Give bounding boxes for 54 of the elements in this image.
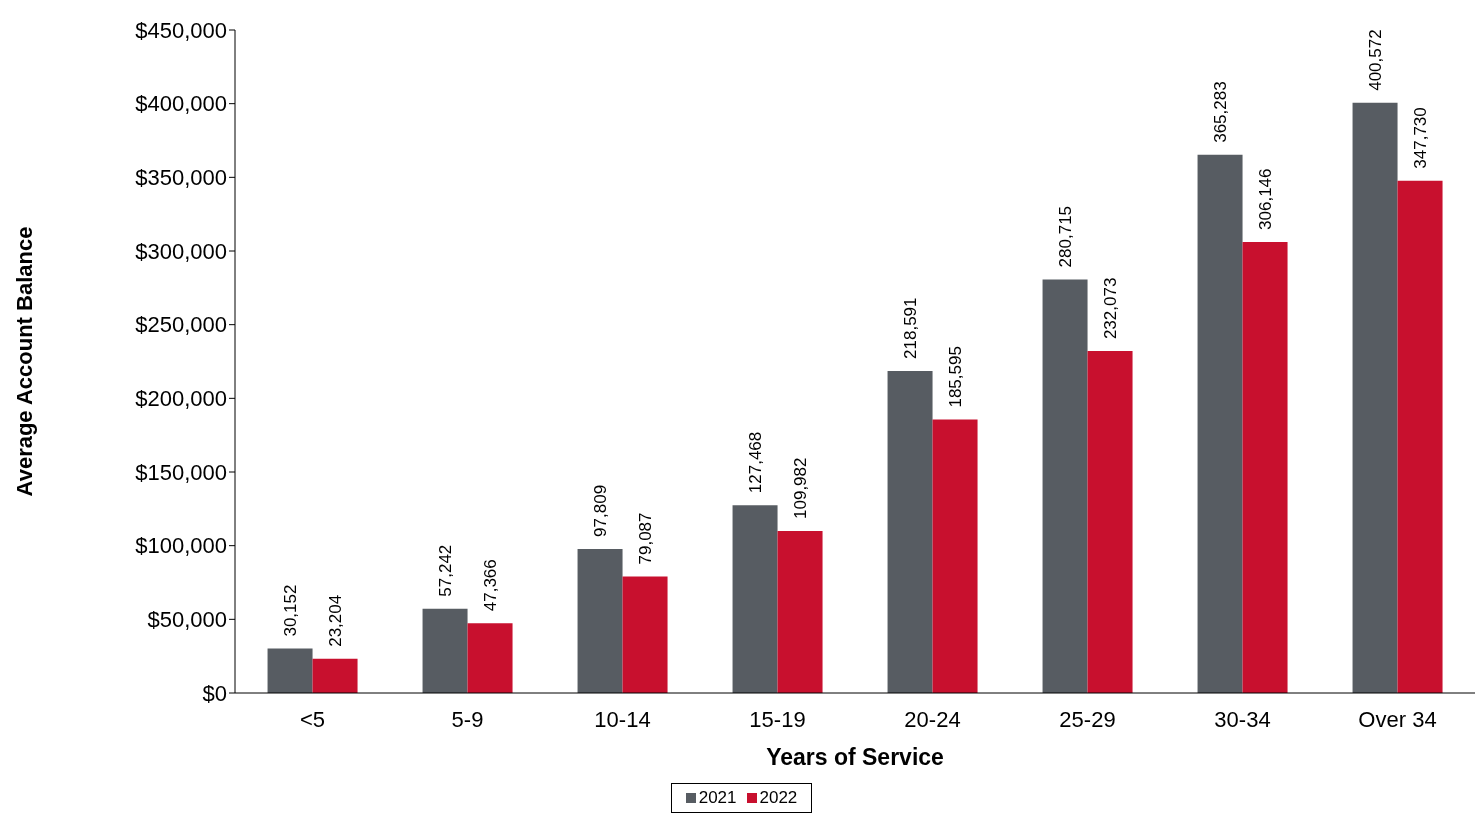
- data-label: 127,468: [746, 431, 766, 494]
- y-tick-label: $400,000: [135, 91, 227, 117]
- y-axis-title: Average Account Balance: [11, 226, 37, 497]
- bar: [732, 505, 778, 693]
- bar: [932, 419, 978, 693]
- data-label: 109,982: [791, 457, 811, 519]
- data-label: 23,204: [326, 594, 346, 647]
- bar: [1352, 102, 1398, 693]
- data-label: 47,366: [481, 559, 501, 612]
- data-label: 347,730: [1411, 107, 1431, 169]
- data-label: 365,283: [1211, 81, 1231, 143]
- x-tick-label: 10-14: [594, 706, 651, 732]
- x-axis-title: Years of Service: [766, 744, 944, 770]
- y-tick-label: $50,000: [147, 607, 227, 633]
- data-label: 400,572: [1366, 29, 1386, 91]
- x-tick-label: <5: [299, 706, 326, 732]
- bar: [622, 576, 668, 693]
- x-tick-label: 5-9: [451, 706, 484, 732]
- data-label: 280,715: [1056, 205, 1076, 268]
- legend-label: 2022: [758, 788, 798, 808]
- data-label: 79,087: [636, 512, 656, 565]
- data-label: 232,073: [1101, 277, 1121, 340]
- y-tick-label: $450,000: [135, 17, 227, 43]
- y-tick-label: $150,000: [135, 459, 227, 485]
- y-tick-label: $250,000: [135, 312, 227, 338]
- bar: [1197, 154, 1243, 693]
- y-tick-label: $200,000: [135, 386, 227, 412]
- legend-label: 2021: [697, 788, 737, 808]
- bar: [267, 648, 313, 693]
- x-tick-label: 25-29: [1059, 706, 1116, 732]
- bar: [577, 548, 623, 693]
- bar: [887, 370, 933, 693]
- bar: [422, 608, 468, 693]
- data-label: 218,591: [901, 297, 921, 359]
- y-tick-label: $350,000: [135, 165, 227, 191]
- data-label: 30,152: [281, 584, 301, 637]
- bar: [777, 530, 823, 693]
- x-tick-label: Over 34: [1358, 706, 1437, 732]
- bar: [467, 623, 513, 693]
- data-label: 185,595: [946, 346, 966, 408]
- x-tick-label: 15-19: [749, 706, 806, 732]
- y-tick-label: $300,000: [135, 238, 227, 264]
- y-tick-label: $100,000: [135, 533, 227, 559]
- x-tick-label: 30-34: [1214, 706, 1271, 732]
- data-label: 97,809: [591, 484, 611, 537]
- data-label: 57,242: [436, 544, 456, 597]
- data-label: 306,146: [1256, 168, 1276, 230]
- bar: [1042, 279, 1088, 693]
- bar: [1397, 180, 1443, 693]
- bar: [312, 658, 358, 693]
- bar: [1242, 241, 1288, 693]
- bar: [1087, 351, 1133, 693]
- x-tick-label: 20-24: [904, 706, 961, 732]
- y-tick-label: $0: [202, 680, 227, 706]
